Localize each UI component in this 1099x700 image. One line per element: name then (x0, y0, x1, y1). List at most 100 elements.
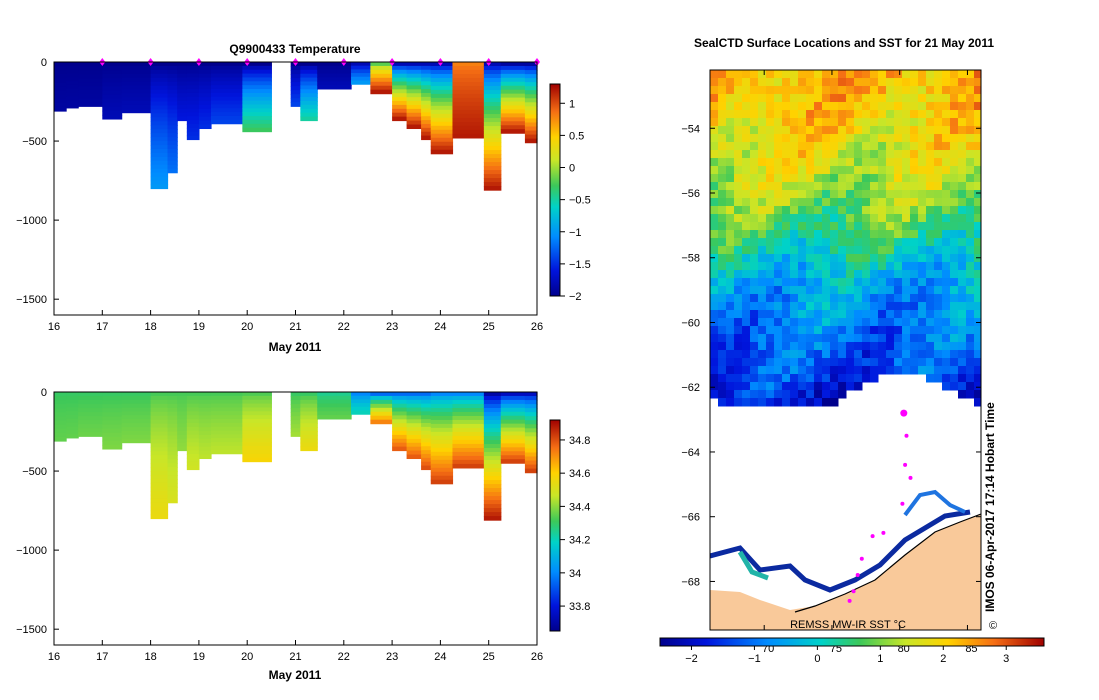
sst-cell (814, 390, 823, 399)
section-column (336, 392, 352, 420)
sst-cell (926, 326, 935, 335)
sst-cell (854, 94, 863, 103)
sst-cell (958, 278, 967, 287)
sst-cell (862, 206, 871, 215)
section-cell (430, 77, 454, 83)
section-cell (290, 98, 301, 103)
section-cell (66, 407, 79, 412)
sst-cell (838, 150, 847, 159)
temperature-x-axis-label: May 2011 (269, 340, 322, 354)
section-cell (524, 440, 538, 446)
section-cell (66, 430, 79, 435)
sst-cell (942, 182, 951, 191)
sst-cell (758, 126, 767, 135)
sst-cell (814, 110, 823, 119)
sst-cell (838, 270, 847, 279)
section-cell (430, 451, 454, 457)
sst-cell (734, 198, 743, 207)
sst-cell (966, 110, 975, 119)
sst-cell (862, 86, 871, 95)
section-cell (500, 97, 526, 103)
section-cell (524, 444, 538, 450)
sst-cell (782, 142, 791, 151)
sst-cell (726, 318, 735, 327)
sst-cell (790, 350, 799, 359)
sst-cell (934, 134, 943, 143)
section-cell (242, 403, 272, 409)
temperature-panel: Q9900433 Temperature 16 17 18 19 20 21 22 23 24 2… (16, 42, 591, 354)
section-cell (524, 138, 538, 144)
sst-cell (910, 230, 919, 239)
section-cell (524, 78, 538, 83)
section-cell (452, 109, 485, 115)
section-cell (452, 463, 485, 469)
section-cell (483, 70, 502, 75)
section-cell (242, 399, 272, 405)
section-cell (167, 109, 178, 114)
sst-cell (822, 190, 831, 199)
sst-cell (758, 310, 767, 319)
sst-cell (942, 94, 951, 103)
sst-cell (830, 270, 839, 279)
sst-cell (782, 238, 791, 247)
section-cell (186, 422, 200, 428)
section-cell (150, 486, 169, 492)
sst-cell (830, 142, 839, 151)
section-column (66, 392, 79, 439)
section-cell (150, 69, 169, 75)
sst-cell (870, 302, 879, 311)
sst-cell (878, 70, 887, 79)
section-cell (430, 149, 454, 155)
section-cell (167, 81, 178, 87)
sst-cell (718, 94, 727, 103)
section-cell (54, 408, 67, 414)
section-cell (452, 455, 485, 461)
sst-cell (806, 326, 815, 335)
sst-cell (710, 350, 719, 359)
section-cell (392, 446, 408, 452)
latitude-axis: −54−56−58−60−62−64−66−68 (681, 123, 981, 588)
sst-cell (870, 94, 879, 103)
sst-cell (974, 126, 981, 135)
sst-cell (710, 254, 719, 263)
section-column (54, 392, 67, 442)
section-cell (150, 85, 169, 91)
sst-cell (902, 126, 911, 135)
sst-cell (774, 70, 783, 79)
section-cell (421, 96, 432, 102)
section-cell (336, 415, 352, 420)
section-cell (186, 81, 200, 86)
sst-cell (822, 262, 831, 271)
sst-cell (822, 326, 831, 335)
sst-cell (958, 366, 967, 375)
section-column (242, 392, 272, 463)
sst-cell (718, 110, 727, 119)
sst-cell (958, 382, 967, 391)
sst-cell (878, 182, 887, 191)
sst-cell (766, 166, 775, 175)
section-cell (317, 65, 338, 71)
section-cell (430, 419, 454, 425)
sst-cell (886, 342, 895, 351)
section-cell (406, 423, 422, 428)
sst-cell (830, 302, 839, 311)
section-cell (406, 93, 422, 98)
section-cell (317, 392, 338, 397)
sst-cell (854, 190, 863, 199)
section-cell (150, 129, 169, 134)
section-cell (167, 478, 178, 484)
sst-cell (918, 78, 927, 87)
section-cell (430, 109, 454, 115)
section-cell (167, 471, 178, 476)
sst-cell (798, 294, 807, 303)
sst-cell (942, 134, 951, 143)
section-cell (210, 88, 243, 94)
sst-cell (798, 214, 807, 223)
section-cell (242, 426, 272, 432)
section-cell (351, 80, 371, 85)
sst-cell (782, 326, 791, 335)
sst-cell (862, 374, 871, 383)
section-cell (421, 392, 432, 397)
sst-cell (854, 278, 863, 287)
sst-cell (894, 278, 903, 287)
